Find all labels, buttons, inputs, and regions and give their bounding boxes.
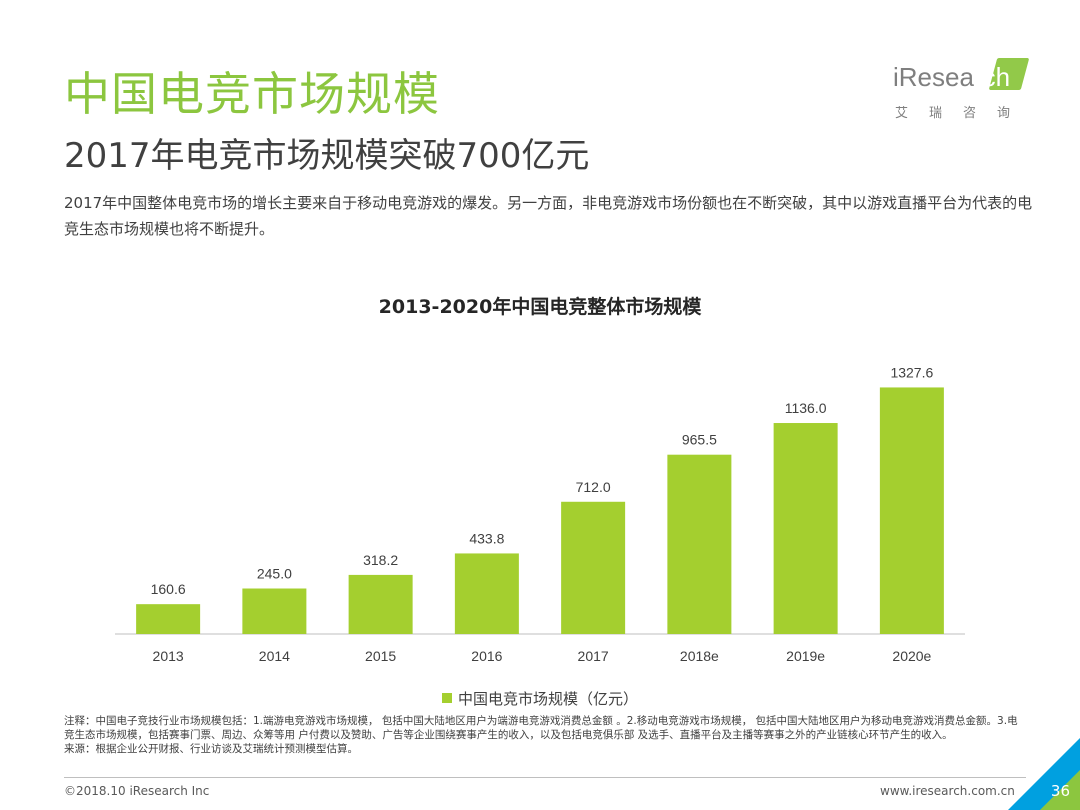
x-tick-label-2015: 2015 [365,648,396,664]
logo-text: iResearch [893,62,1010,93]
page-description: 2017年中国整体电竞市场的增长主要来自于移动电竞游戏的爆发。另一方面，非电竞游… [64,194,1033,238]
notes-text: 注释：中国电子竞技行业市场规模包括：1.端游电竞游戏市场规模， 包括中国大陆地区… [64,715,1018,741]
data-label-2017: 712.0 [576,479,611,495]
x-tick-label-2016: 2016 [471,648,502,664]
bar-chart: 160.6 2013 245.0 2014 318.2 2015 433.8 2016 712.… [115,364,965,664]
chart-notes: 注释：中国电子竞技行业市场规模包括：1.端游电竞游戏市场规模， 包括中国大陆地区… [64,714,1026,756]
data-label-2019e: 1136.0 [785,400,827,416]
x-tick-label-2014: 2014 [259,648,290,664]
data-label-2020e: 1327.6 [890,364,933,380]
footer-divider [64,777,1026,778]
bar-group: 160.6 2013 245.0 2014 318.2 2015 433.8 2016 712.… [136,364,944,664]
x-tick-label-2020e: 2020e [892,648,931,664]
footer-website[interactable]: www.iresearch.com.cn [880,784,1015,798]
bar-2017 [561,501,626,634]
x-tick-label-2019e: 2019e [786,648,825,664]
logo-text-main: iResea [893,62,974,92]
legend-label: 中国电竞市场规模（亿元） [457,690,638,708]
iresearch-logo: iResearch 艾瑞咨询 [893,56,1033,126]
x-tick-label-2013: 2013 [153,648,184,664]
logo-subtitle: 艾瑞咨询 [895,106,1032,121]
bar-2020e [879,387,944,634]
corner-decoration-green [1040,770,1080,810]
chart-title: 2013-2020年中国电竞整体市场规模 [378,296,702,318]
data-label-2014: 245.0 [257,566,292,582]
bar-2013 [136,604,201,634]
x-tick-label-2018e: 2018e [680,648,719,664]
data-label-2015: 318.2 [363,552,398,568]
bar-2018e [667,454,732,634]
data-label-2018e: 965.5 [682,432,717,448]
chart-legend: 中国电竞市场规模（亿元） [0,688,1080,709]
notes-source: 来源：根据企业公开财报、行业访谈及艾瑞统计预测模型估算。 [64,743,358,755]
bar-2015 [348,574,413,634]
bar-2016 [454,553,519,634]
data-label-2016: 433.8 [469,530,504,546]
bar-2019e [773,423,838,634]
x-tick-label-2017: 2017 [578,648,609,664]
logo-text-accent: rch [973,62,1011,92]
footer-copyright: ©2018.10 iResearch Inc [64,784,210,798]
page-title: 中国电竞市场规模 [64,67,440,121]
page-number: 36 [1050,782,1070,800]
legend-swatch [441,692,452,703]
data-label-2013: 160.6 [151,581,186,597]
page-subtitle: 2017年电竞市场规模突破700亿元 [64,136,590,176]
bar-2014 [242,588,307,634]
